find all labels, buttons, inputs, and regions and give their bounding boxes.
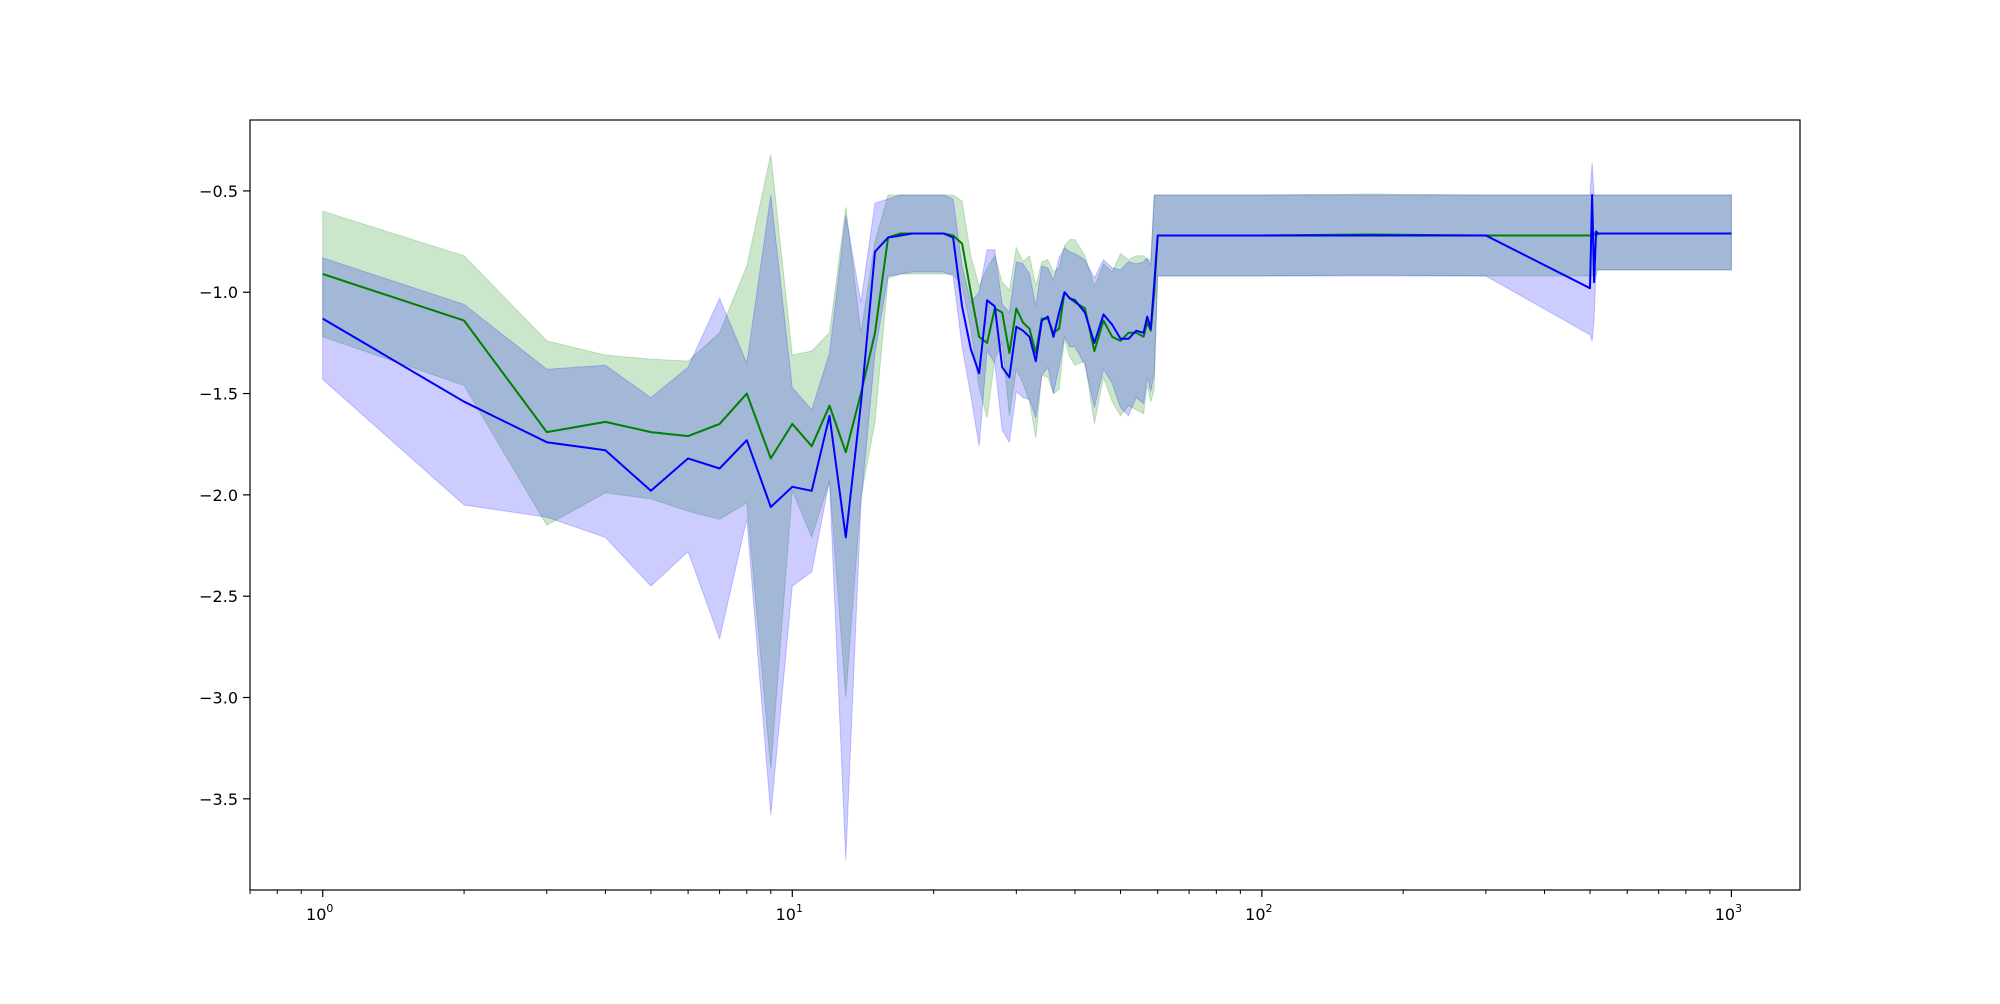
x-tick-label: 102 — [1245, 902, 1272, 924]
y-axis: −0.5 −1.0 −1.5 −2.0 −2.5 −3.0 −3.5 — [199, 182, 250, 809]
y-tick-label: −1.0 — [199, 283, 238, 302]
series-lines — [322, 194, 1732, 539]
series-1-band — [322, 154, 1732, 769]
plot-area-frame — [249, 119, 1801, 891]
y-tick-label: −3.0 — [199, 689, 238, 708]
y-tick-label: −2.0 — [199, 486, 238, 505]
y-tick-label: −0.5 — [199, 182, 238, 201]
x-tick-label: 100 — [306, 902, 333, 924]
y-tick-label: −2.5 — [199, 587, 238, 606]
y-tick-label: −1.5 — [199, 385, 238, 404]
x-tick-label: 101 — [776, 902, 803, 924]
y-tick-label: −3.5 — [199, 790, 238, 809]
series-2-line — [322, 194, 1732, 539]
x-tick-label: 103 — [1715, 902, 1742, 924]
x-axis: 100 101 102 103 — [249, 890, 1742, 924]
plot-area-background — [250, 120, 1800, 890]
